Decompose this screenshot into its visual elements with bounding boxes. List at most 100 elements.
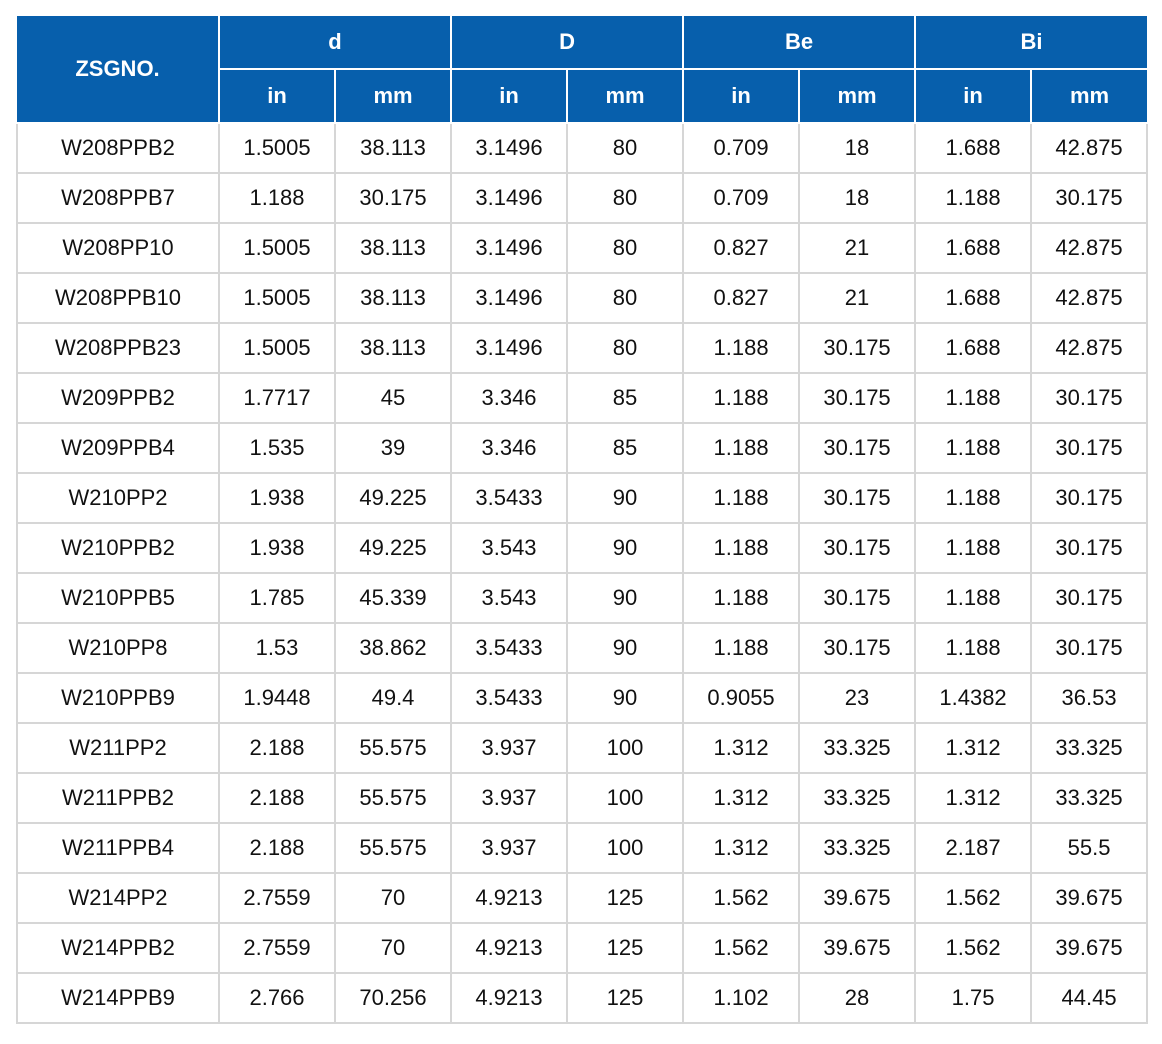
Be-mm-cell: 33.325	[798, 822, 917, 874]
D-in-cell: 3.346	[450, 372, 569, 424]
Bi-in-cell: 1.188	[914, 422, 1033, 474]
d-in-cell: 1.9448	[218, 672, 336, 724]
unit-header: in	[682, 68, 801, 124]
table-row: W211PPB2 2.188 55.575 3.937 100 1.312 33.325 1.…	[16, 772, 1149, 824]
d-in-cell: 2.7559	[218, 922, 336, 974]
Bi-in-cell: 1.188	[914, 372, 1033, 424]
Bi-mm-cell: 30.175	[1030, 572, 1149, 624]
Bi-mm-cell: 30.175	[1030, 522, 1149, 574]
table-row: W211PP2 2.188 55.575 3.937 100 1.312 33.325 1.3…	[16, 722, 1149, 774]
Be-in-cell: 1.188	[682, 622, 801, 674]
D-mm-cell: 80	[566, 122, 685, 174]
d-in-cell: 2.7559	[218, 872, 336, 924]
d-in-cell: 1.938	[218, 472, 336, 524]
unit-header: mm	[566, 68, 685, 124]
table-row: W210PPB5 1.785 45.339 3.543 90 1.188 30.175 1.1…	[16, 572, 1149, 624]
model-number-cell: W211PP2	[16, 722, 220, 774]
Be-mm-cell: 30.175	[798, 572, 917, 624]
Bi-in-cell: 1.562	[914, 872, 1033, 924]
d-mm-cell: 55.575	[333, 822, 453, 874]
header-row-groups: ZSGNO. d D Be Bi	[17, 16, 1148, 124]
unit-header: mm	[1030, 68, 1148, 124]
d-in-cell: 1.785	[218, 572, 336, 624]
Be-in-cell: 1.562	[682, 922, 801, 974]
table-row: W209PPB2 1.7717 45 3.346 85 1.188 30.175 1.188 3…	[16, 372, 1149, 424]
Bi-mm-cell: 30.175	[1030, 422, 1149, 474]
D-in-cell: 3.937	[450, 772, 569, 824]
d-mm-cell: 30.175	[333, 172, 453, 224]
Bi-mm-cell: 33.325	[1030, 772, 1149, 824]
model-number-cell: W208PPB7	[16, 172, 220, 224]
Bi-mm-cell: 30.175	[1030, 172, 1149, 224]
Bi-in-cell: 1.688	[914, 272, 1033, 324]
Bi-in-cell: 1.312	[914, 722, 1033, 774]
D-in-cell: 3.5433	[450, 672, 569, 724]
d-mm-cell: 70	[333, 922, 453, 974]
D-in-cell: 4.9213	[450, 922, 569, 974]
D-in-cell: 3.543	[450, 522, 569, 574]
table-body: W208PPB2 1.5005 38.113 3.1496 80 0.709 18 1.688…	[16, 122, 1149, 1024]
D-mm-cell: 125	[566, 972, 685, 1024]
Be-in-cell: 1.312	[682, 722, 801, 774]
Be-mm-cell: 33.325	[798, 772, 917, 824]
Bi-in-cell: 1.688	[914, 122, 1033, 174]
Be-mm-cell: 30.175	[798, 322, 917, 374]
D-in-cell: 3.1496	[450, 172, 569, 224]
Bi-in-cell: 1.688	[914, 322, 1033, 374]
Be-mm-cell: 18	[798, 122, 917, 174]
d-in-cell: 2.188	[218, 822, 336, 874]
Be-in-cell: 1.188	[682, 422, 801, 474]
Be-in-cell: 1.188	[682, 472, 801, 524]
d-mm-cell: 49.4	[333, 672, 453, 724]
Be-mm-cell: 21	[798, 222, 917, 274]
table-row: W208PPB23 1.5005 38.113 3.1496 80 1.188 30.175…	[16, 322, 1149, 374]
Be-mm-cell: 30.175	[798, 622, 917, 674]
d-mm-cell: 38.862	[333, 622, 453, 674]
D-mm-cell: 125	[566, 872, 685, 924]
D-mm-cell: 90	[566, 522, 685, 574]
Be-in-cell: 0.827	[682, 272, 801, 324]
D-mm-cell: 85	[566, 422, 685, 474]
bearing-spec-table: ZSGNO. d D Be Bi in mm in mm in mm in mm…	[16, 16, 1149, 1024]
table-row: W214PPB2 2.7559 70 4.9213 125 1.562 39.675 1.56…	[16, 922, 1149, 974]
D-mm-cell: 80	[566, 222, 685, 274]
model-number-cell: W209PPB2	[16, 372, 220, 424]
d-mm-cell: 70	[333, 872, 453, 924]
model-number-cell: W210PP2	[16, 472, 220, 524]
D-mm-cell: 80	[566, 322, 685, 374]
Be-in-cell: 1.312	[682, 772, 801, 824]
d-in-cell: 2.188	[218, 772, 336, 824]
d-in-cell: 1.5005	[218, 272, 336, 324]
Be-in-cell: 1.562	[682, 872, 801, 924]
Be-in-cell: 1.312	[682, 822, 801, 874]
model-number-header: ZSGNO.	[17, 16, 220, 124]
Bi-in-cell: 1.562	[914, 922, 1033, 974]
model-number-cell: W208PPB23	[16, 322, 220, 374]
table-row: W211PPB4 2.188 55.575 3.937 100 1.312 33.325 2.…	[16, 822, 1149, 874]
unit-header: in	[914, 68, 1033, 124]
D-in-cell: 3.346	[450, 422, 569, 474]
Be-mm-cell: 28	[798, 972, 917, 1024]
model-number-cell: W210PPB5	[16, 572, 220, 624]
Be-mm-cell: 30.175	[798, 472, 917, 524]
d-in-cell: 1.53	[218, 622, 336, 674]
Be-in-cell: 0.709	[682, 122, 801, 174]
table-row: W208PP10 1.5005 38.113 3.1496 80 0.827 21 1.688…	[16, 222, 1149, 274]
Be-in-cell: 1.188	[682, 372, 801, 424]
Bi-in-cell: 1.4382	[914, 672, 1033, 724]
D-mm-cell: 100	[566, 822, 685, 874]
Bi-in-cell: 1.188	[914, 622, 1033, 674]
d-mm-cell: 55.575	[333, 772, 453, 824]
model-number-cell: W214PP2	[16, 872, 220, 924]
model-number-cell: W210PPB9	[16, 672, 220, 724]
d-mm-cell: 55.575	[333, 722, 453, 774]
D-mm-cell: 85	[566, 372, 685, 424]
d-mm-cell: 38.113	[333, 322, 453, 374]
D-mm-cell: 125	[566, 922, 685, 974]
model-number-cell: W211PPB2	[16, 772, 220, 824]
D-in-cell: 3.1496	[450, 222, 569, 274]
Bi-mm-cell: 30.175	[1030, 372, 1149, 424]
D-mm-cell: 80	[566, 172, 685, 224]
D-in-cell: 3.1496	[450, 272, 569, 324]
d-in-cell: 1.5005	[218, 222, 336, 274]
